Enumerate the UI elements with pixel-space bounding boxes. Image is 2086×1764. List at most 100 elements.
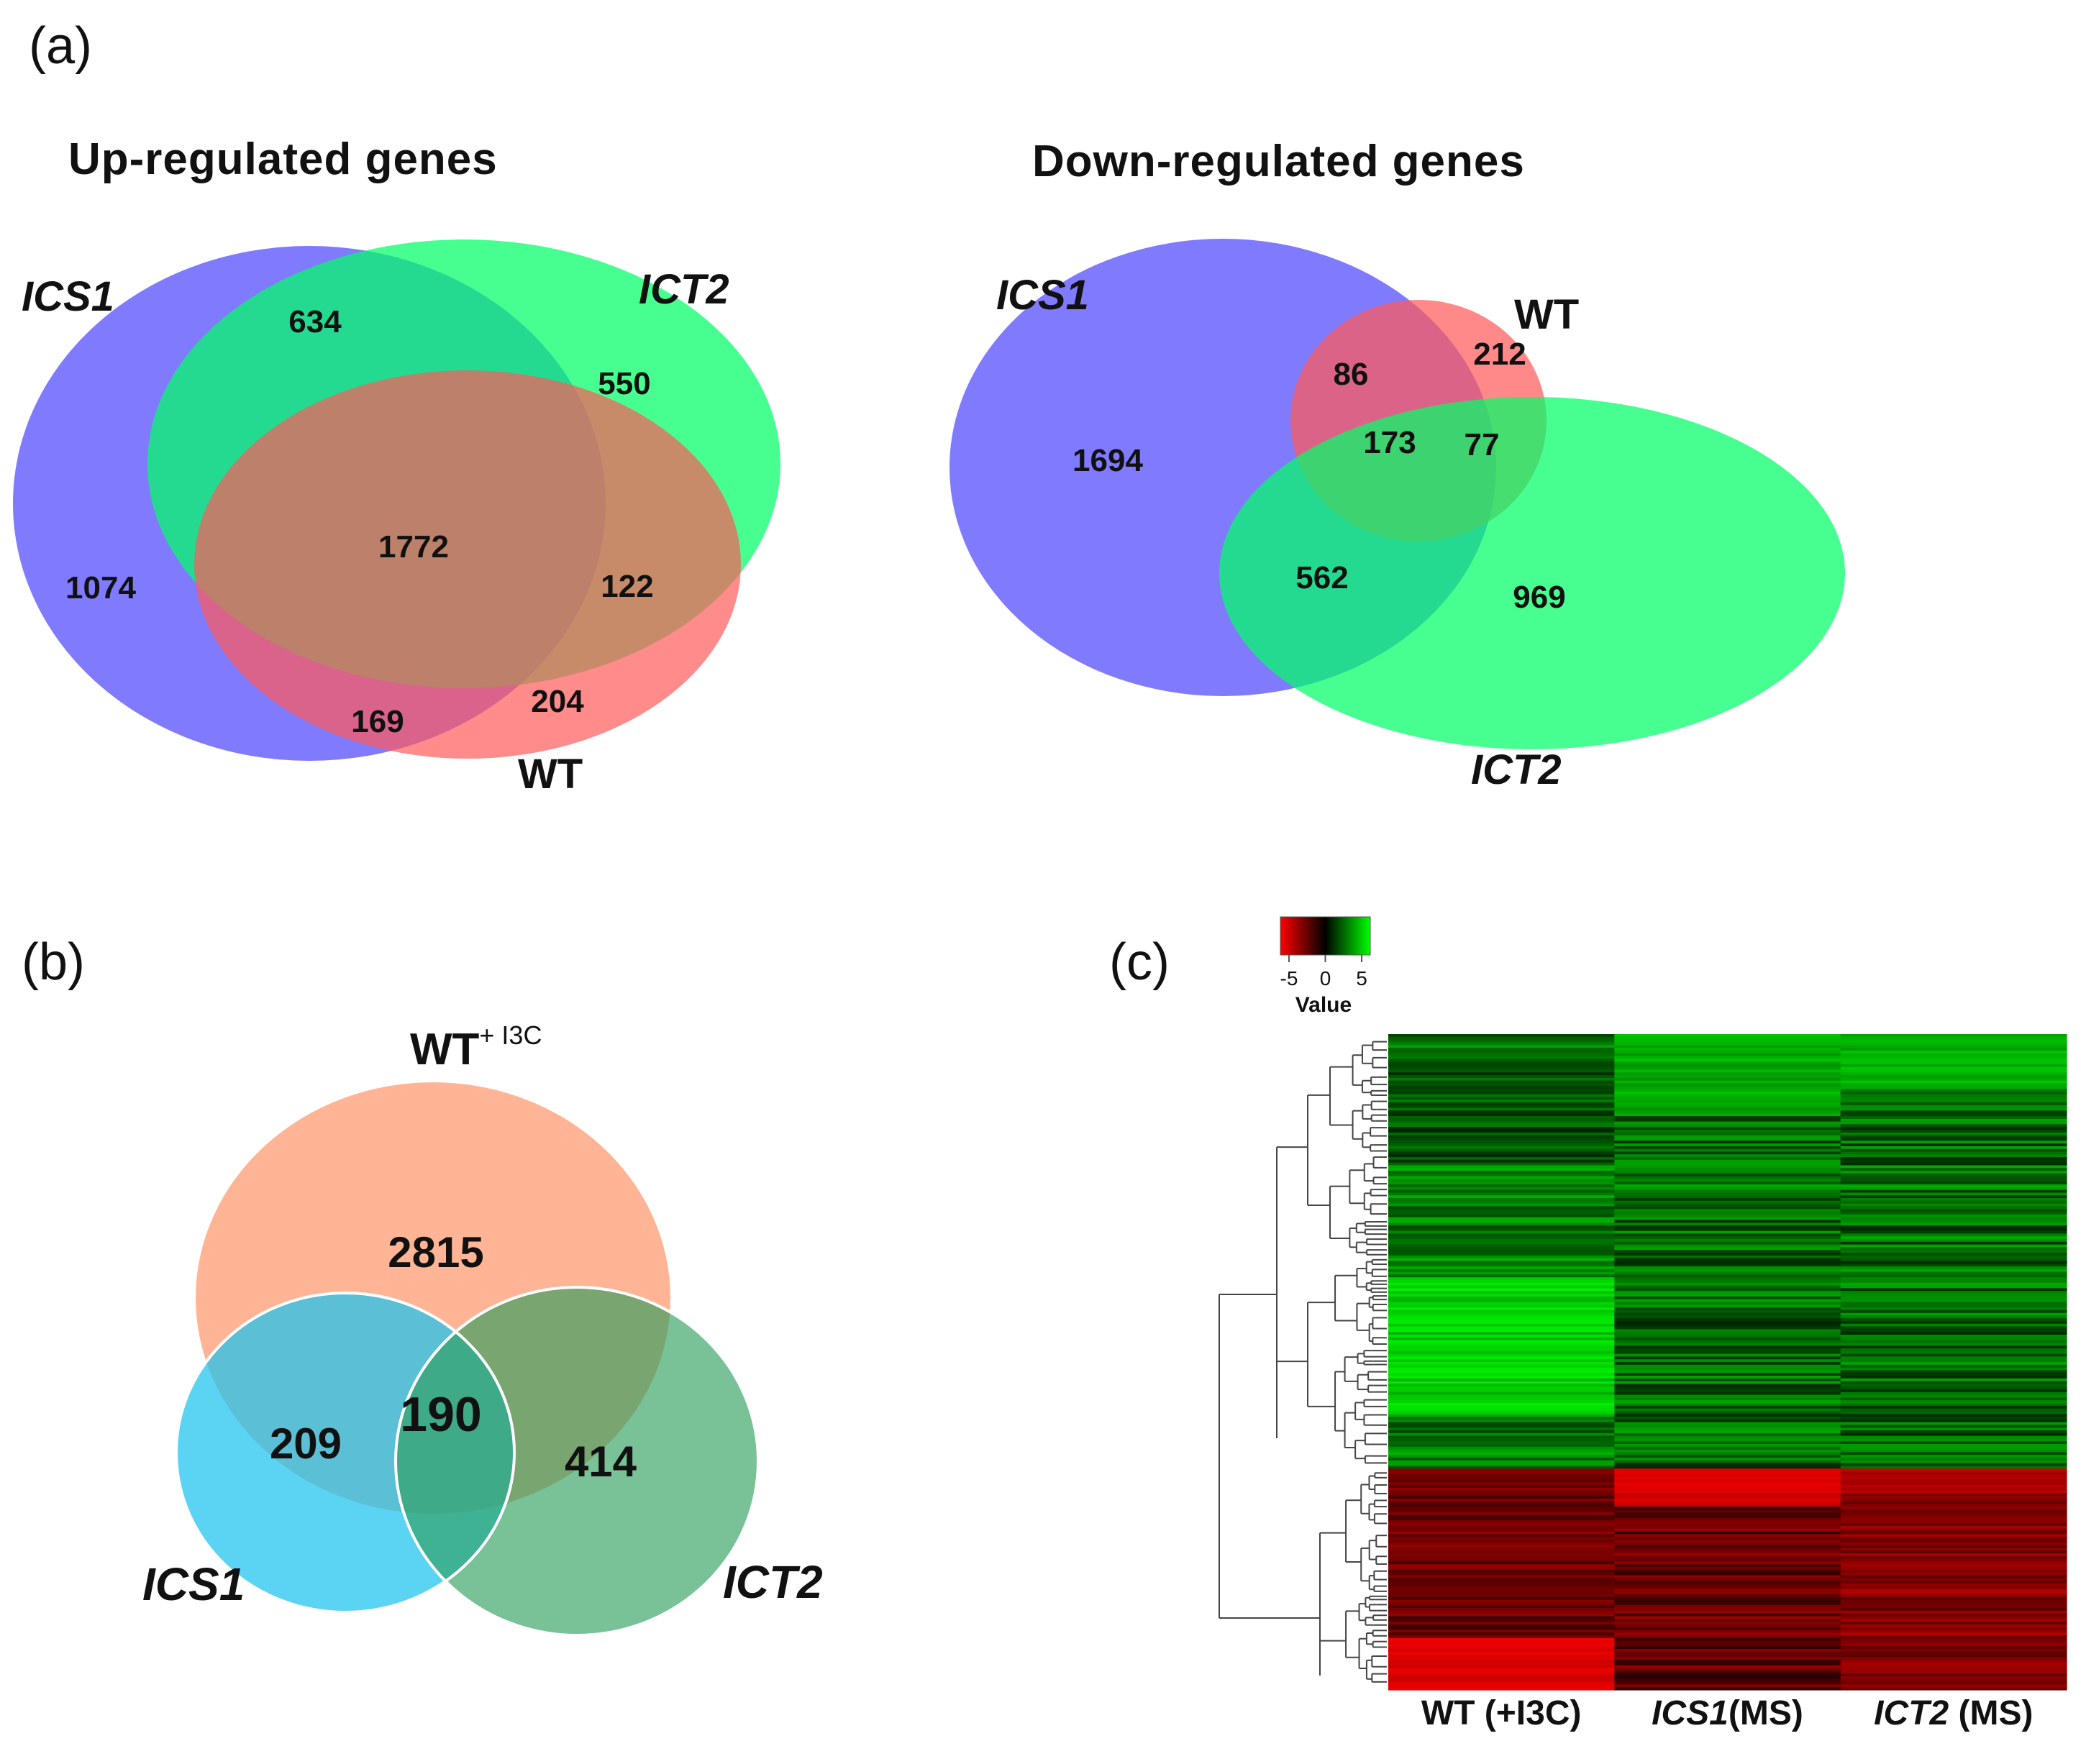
heatmap-cell (1614, 1553, 1841, 1557)
heatmap-cell (1840, 1171, 2067, 1174)
b-wt-label-main: WT (410, 1025, 480, 1074)
heatmap-cell (1388, 1610, 1615, 1614)
heatmap-cell (1388, 1271, 1615, 1275)
heatmap-cell (1614, 1660, 1841, 1663)
heatmap-cell (1614, 1214, 1841, 1218)
heatmap-cell (1840, 1121, 2067, 1125)
heatmap-cell (1840, 1269, 2067, 1273)
heatmap-cell (1840, 1143, 2067, 1147)
heatmap-cell (1840, 1438, 2067, 1442)
heatmap-cell (1614, 1187, 1841, 1191)
heatmap-cell (1614, 1064, 1841, 1068)
heatmap-cell (1840, 1195, 2067, 1199)
heatmap-cell (1388, 1479, 1615, 1483)
heatmap-cell (1388, 1277, 1615, 1281)
heatmap-cell (1840, 1649, 2067, 1653)
heatmap-cell (1840, 1466, 2067, 1469)
heatmap-cell (1614, 1236, 1841, 1240)
heatmap-cell (1840, 1110, 2067, 1114)
heatmap-cell (1840, 1391, 2067, 1396)
heatmap-cell (1840, 1405, 2067, 1409)
heatmap-cell (1840, 1384, 2067, 1387)
heatmap-cell (1840, 1394, 2067, 1398)
heatmap-cell (1840, 1660, 2067, 1663)
heatmap-cell (1614, 1589, 1841, 1592)
heatmap-cell (1614, 1458, 1841, 1461)
heatmap-cell (1840, 1200, 2067, 1205)
heatmap-cell (1614, 1599, 1841, 1603)
heatmap-cell (1840, 1397, 2067, 1401)
heatmap-cell (1614, 1343, 1841, 1346)
heatmap-cell (1388, 1321, 1615, 1325)
heatmap-cell (1388, 1427, 1615, 1431)
heatmap-cell (1614, 1310, 1841, 1314)
heatmap-cell (1840, 1528, 2067, 1532)
up-wt-label: WT (518, 751, 583, 798)
heatmap-cell (1614, 1094, 1841, 1097)
heatmap-cell (1840, 1266, 2067, 1270)
heatmap-cell (1614, 1135, 1841, 1138)
heatmap-cell (1840, 1141, 2067, 1144)
heatmap-cell (1614, 1165, 1841, 1169)
heatmap-cell (1614, 1517, 1841, 1521)
heatmap-cell (1388, 1288, 1615, 1292)
heatmap-cell (1614, 1192, 1841, 1196)
heatmap-cell (1614, 1220, 1841, 1223)
heatmap-cell (1388, 1097, 1615, 1100)
heatmap-cell (1614, 1083, 1841, 1087)
heatmap-cell (1840, 1417, 2067, 1420)
heatmap-cell (1388, 1356, 1615, 1360)
heatmap-cell (1840, 1441, 2067, 1445)
heatmap-cell (1840, 1053, 2067, 1056)
heatmap-cell (1614, 1266, 1841, 1270)
heatmap-cell (1840, 1476, 2067, 1480)
heatmap-cell (1614, 1444, 1841, 1448)
heatmap-cell (1388, 1168, 1615, 1171)
up-ics1-label: ICS1 (22, 273, 114, 320)
heatmap-cell (1388, 1403, 1615, 1407)
heatmap-cell (1840, 1520, 2067, 1524)
heatmap-cell (1840, 1646, 2067, 1650)
heatmap-cell (1388, 1471, 1615, 1475)
heatmap-cell (1388, 1291, 1615, 1294)
heatmap-cell (1388, 1425, 1615, 1428)
down-venn-title: Down-regulated genes (1032, 137, 1525, 186)
up-count-ics1-ict2: 634 (288, 304, 342, 339)
heatmap-cell (1388, 1209, 1615, 1212)
heatmap-cell (1840, 1072, 2067, 1076)
heatmap-cell (1614, 1414, 1841, 1417)
heatmap-cell (1614, 1050, 1841, 1054)
heatmap-cell (1840, 1321, 2067, 1325)
heatmap-cell (1614, 1250, 1841, 1253)
heatmap-cell (1840, 1545, 2067, 1548)
heatmap-cell (1388, 1400, 1615, 1404)
heatmap-cell (1614, 1034, 1841, 1038)
heatmap-cell (1840, 1370, 2067, 1374)
heatmap-cell (1614, 1487, 1841, 1491)
heatmap-cell (1840, 1632, 2067, 1636)
heatmap-cell (1840, 1285, 2067, 1289)
heatmap-cell (1614, 1198, 1841, 1202)
heatmap-cell (1614, 1077, 1841, 1082)
heatmap-cell (1388, 1116, 1615, 1120)
heatmap-cell (1388, 1255, 1615, 1259)
heatmap-cell (1388, 1473, 1615, 1478)
heatmap-cell (1614, 1555, 1841, 1560)
heatmap-cell (1614, 1285, 1841, 1289)
heatmap-cell (1614, 1326, 1841, 1330)
dendrogram (1219, 1041, 1387, 1683)
heatmap-cell (1614, 1066, 1841, 1070)
heatmap-cell (1614, 1432, 1841, 1437)
heatmap-cell (1614, 1291, 1841, 1294)
heatmap-cell (1614, 1288, 1841, 1292)
heatmap-cell (1388, 1591, 1615, 1595)
heatmap-cell (1840, 1523, 2067, 1527)
heatmap-cell (1614, 1403, 1841, 1407)
heatmap-cell (1840, 1332, 2067, 1335)
heatmap-cell (1614, 1351, 1841, 1355)
heatmap-cell (1614, 1184, 1841, 1188)
heatmap-cell (1614, 1263, 1841, 1267)
heatmap-cell (1614, 1318, 1841, 1322)
heatmap-cell (1388, 1069, 1615, 1073)
heatmap-cell (1388, 1263, 1615, 1267)
